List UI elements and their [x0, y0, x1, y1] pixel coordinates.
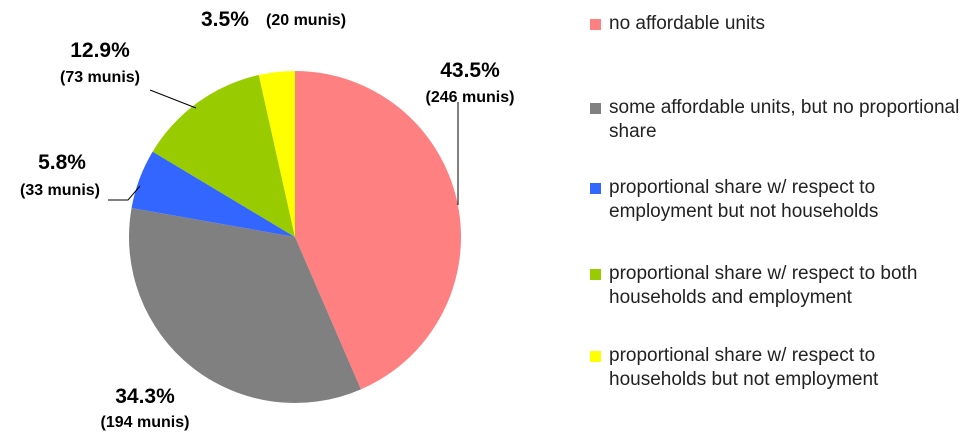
pie-slice — [152, 74, 295, 237]
legend-swatch — [590, 183, 601, 194]
leader-line — [108, 185, 141, 201]
pie-slice — [128, 207, 361, 403]
legend-item: proportional share w/ respect to both ho… — [590, 262, 968, 310]
legend-swatch — [590, 269, 601, 280]
legend-label: proportional share w/ respect to househo… — [609, 345, 879, 390]
count-label: (33 munis) — [20, 182, 100, 199]
value-label: 12.9% — [70, 39, 130, 62]
legend-swatch — [590, 19, 601, 30]
legend-label: proportional share w/ respect to both ho… — [609, 263, 918, 308]
legend-item: proportional share w/ respect to househo… — [590, 344, 968, 392]
value-label: 34.3% — [115, 385, 175, 408]
count-label: (20 munis) — [266, 12, 346, 29]
pie-slice — [295, 71, 461, 390]
count-label: (194 munis) — [101, 414, 190, 431]
legend-swatch — [590, 351, 601, 362]
legend-item: some affordable units, but no proportion… — [590, 96, 968, 144]
value-label: 43.5% — [440, 59, 500, 82]
legend-item: proportional share w/ respect to employm… — [590, 176, 968, 224]
value-label: 5.8% — [38, 151, 86, 174]
legend-label: no affordable units — [609, 13, 765, 34]
legend-item: no affordable units — [590, 12, 968, 36]
pie-slice — [131, 151, 295, 237]
legend-swatch — [590, 103, 601, 114]
leader-line — [149, 89, 197, 109]
pie-slice — [258, 71, 295, 237]
legend-label: some affordable units, but no proportion… — [609, 97, 960, 142]
count-label: (73 munis) — [60, 69, 140, 86]
count-label: (246 munis) — [426, 89, 515, 106]
legend-label: proportional share w/ respect to employm… — [609, 177, 879, 222]
leader-lines — [108, 89, 459, 205]
value-label: 3.5% — [201, 8, 249, 31]
chart: 43.5% (246 munis) 34.3% (194 munis) 5.8% (33 … — [20, 8, 515, 431]
pie — [128, 71, 461, 403]
